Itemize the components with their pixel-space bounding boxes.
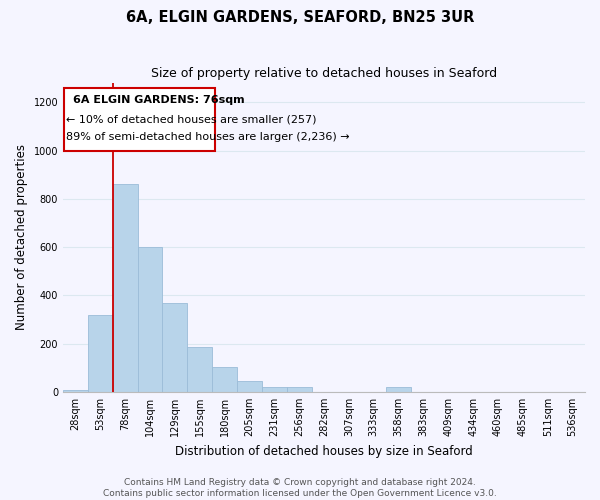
- Bar: [287, 387, 311, 392]
- Text: 6A ELGIN GARDENS: 76sqm: 6A ELGIN GARDENS: 76sqm: [73, 96, 245, 106]
- Title: Size of property relative to detached houses in Seaford: Size of property relative to detached ho…: [151, 68, 497, 80]
- Bar: [137, 247, 163, 392]
- Y-axis label: Number of detached properties: Number of detached properties: [15, 144, 28, 330]
- Bar: [163, 302, 187, 392]
- Text: 6A, ELGIN GARDENS, SEAFORD, BN25 3UR: 6A, ELGIN GARDENS, SEAFORD, BN25 3UR: [126, 10, 474, 25]
- Bar: [64, 88, 215, 151]
- Bar: [63, 390, 88, 392]
- X-axis label: Distribution of detached houses by size in Seaford: Distribution of detached houses by size …: [175, 444, 473, 458]
- Text: 89% of semi-detached houses are larger (2,236) →: 89% of semi-detached houses are larger (…: [66, 132, 350, 142]
- Bar: [262, 387, 287, 392]
- Bar: [237, 381, 262, 392]
- Bar: [386, 387, 411, 392]
- Bar: [212, 366, 237, 392]
- Bar: [187, 348, 212, 392]
- Bar: [113, 184, 137, 392]
- Text: ← 10% of detached houses are smaller (257): ← 10% of detached houses are smaller (25…: [66, 114, 317, 124]
- Text: Contains HM Land Registry data © Crown copyright and database right 2024.
Contai: Contains HM Land Registry data © Crown c…: [103, 478, 497, 498]
- Bar: [88, 314, 113, 392]
